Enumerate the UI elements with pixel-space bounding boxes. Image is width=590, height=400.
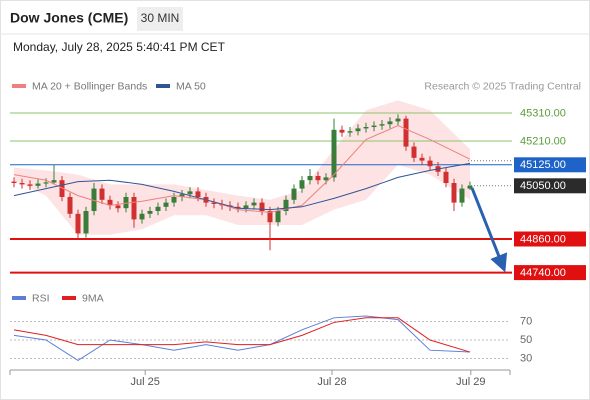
candle-body (83, 211, 89, 234)
ma-line (13, 162, 471, 211)
candle-body (51, 180, 57, 183)
candle-body (411, 146, 417, 158)
level-box (514, 265, 586, 281)
legend-label: MA 20 + Bollinger Bands (32, 80, 147, 92)
indicator-line (13, 315, 471, 361)
candle-body (259, 202, 265, 211)
candle-body (139, 213, 145, 220)
candle-body (371, 125, 377, 127)
candle-body (283, 199, 289, 211)
candle-body (171, 197, 177, 203)
level-label: 44860.00 (520, 233, 566, 245)
candle-body (339, 129, 345, 133)
interval-box[interactable] (137, 7, 183, 31)
level-label: 45125.00 (520, 159, 566, 171)
candle-body (35, 183, 41, 186)
legend-label: RSI (32, 292, 50, 304)
title: Dow Jones (CME) (10, 10, 128, 26)
level-box (514, 157, 586, 173)
candle-body (155, 206, 161, 211)
ma-line (13, 125, 471, 213)
level-label: 45210.00 (520, 135, 566, 147)
level-box (514, 231, 586, 247)
candle-body (115, 205, 121, 209)
candle-body (307, 176, 313, 181)
candle-body (107, 199, 113, 206)
y-tick-label: 70 (520, 315, 532, 327)
candle-body (187, 191, 193, 195)
candle-body (75, 213, 81, 234)
candle-body (451, 183, 457, 203)
level-label: 45310.00 (520, 107, 566, 119)
candle-body (459, 188, 465, 203)
x-tick-label: Jul 25 (131, 376, 160, 388)
candle-body (163, 202, 169, 207)
candle-body (11, 181, 17, 183)
candle-body (427, 160, 433, 167)
candle-body (43, 182, 49, 184)
legend-swatch (62, 296, 76, 300)
candle-body (243, 205, 249, 209)
candle-body (323, 177, 329, 181)
legend-swatch (12, 296, 26, 300)
candle-body (19, 183, 25, 185)
candle-body (211, 202, 217, 204)
y-tick-label: 50 (520, 334, 532, 346)
candle-body (315, 176, 321, 181)
candle-body (443, 171, 449, 183)
level-box (514, 178, 586, 194)
legend-label: MA 50 (176, 80, 206, 92)
legend-swatch (156, 84, 170, 88)
candle-body (91, 188, 97, 211)
candle-body (195, 191, 201, 197)
y-tick-label: 30 (520, 352, 532, 364)
forecast-arrow (470, 187, 508, 273)
candle-body (419, 157, 425, 161)
candle-body (331, 129, 337, 178)
candle-body (387, 121, 393, 125)
candle-body (403, 118, 409, 147)
x-tick-label: Jul 29 (456, 376, 485, 388)
x-tick-label: Jul 28 (317, 376, 346, 388)
candle-body (27, 184, 33, 186)
indicator-line (13, 317, 471, 353)
candle-body (467, 185, 473, 189)
candle-body (123, 197, 129, 209)
timestamp: Monday, July 28, 2025 5:40:41 PM CET (13, 40, 226, 54)
level-label: 45050.00 (520, 180, 566, 192)
legend-swatch (12, 84, 26, 88)
candle-body (251, 202, 257, 206)
candle-body (347, 131, 353, 133)
candle-body (275, 211, 281, 223)
legend-label: 9MA (82, 292, 104, 304)
candle-body (395, 118, 401, 122)
candle-body (355, 128, 361, 132)
candle-body (299, 180, 305, 189)
candle-body (379, 124, 385, 126)
candle-body (67, 197, 73, 214)
level-label: 44740.00 (520, 267, 566, 279)
candle-body (59, 180, 65, 197)
interval[interactable]: 30 MIN (141, 11, 180, 25)
candle-body (235, 206, 241, 209)
candle-body (363, 127, 369, 129)
candle-body (179, 194, 185, 197)
candle-body (267, 211, 273, 223)
candle-body (131, 197, 137, 220)
candle-body (291, 188, 297, 200)
candle-body (147, 211, 153, 214)
attribution: Research © 2025 Trading Central (424, 80, 581, 92)
candle-body (99, 188, 105, 200)
